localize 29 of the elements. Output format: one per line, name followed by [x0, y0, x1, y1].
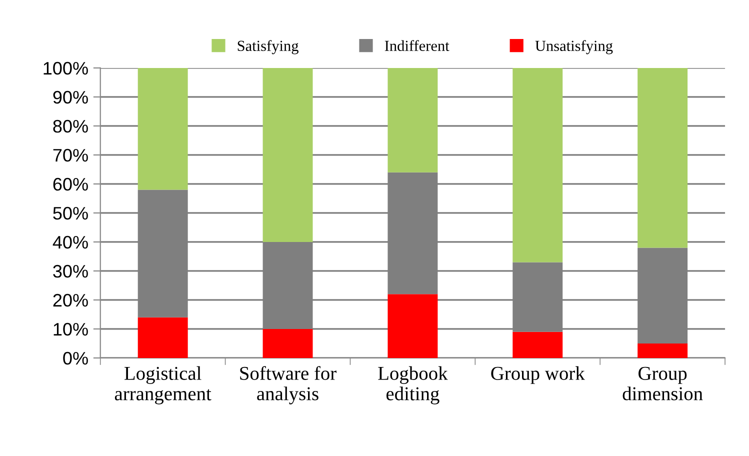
x-tick-label: Group work [491, 366, 585, 384]
x-tick-label: Group dimension [622, 366, 703, 400]
y-tick-label: 40% [52, 236, 88, 249]
y-tick-label: 10% [54, 322, 88, 336]
x-tick-label: Software for analysis [240, 366, 336, 404]
legend-label: Unsatisfying [535, 40, 613, 54]
bar [138, 317, 188, 358]
y-tick-label: 70% [53, 148, 88, 162]
x-tick-label: Logistical arrangement [114, 366, 212, 404]
y-tick-label: 60% [53, 178, 88, 191]
bar [638, 343, 688, 358]
bar [512, 332, 563, 358]
bar [388, 294, 438, 358]
y-tick-label: 80% [53, 120, 88, 133]
x-tick-label: Logbook editing [378, 366, 448, 404]
y-tick-label: 100% [44, 62, 88, 75]
bar [138, 68, 188, 190]
bar [388, 68, 438, 172]
bar [262, 328, 313, 358]
bar [512, 68, 563, 262]
bar [638, 68, 688, 248]
y-tick-label: 90% [53, 90, 88, 104]
y-tick-label: 50% [53, 206, 88, 220]
y-tick-label: 20% [53, 294, 88, 307]
y-tick-label: 0% [63, 352, 88, 365]
legend-label: Satisfying [238, 40, 298, 54]
legend-label: Indifferent [384, 40, 450, 52]
y-tick-label: 30% [53, 264, 88, 278]
bar [262, 68, 313, 242]
